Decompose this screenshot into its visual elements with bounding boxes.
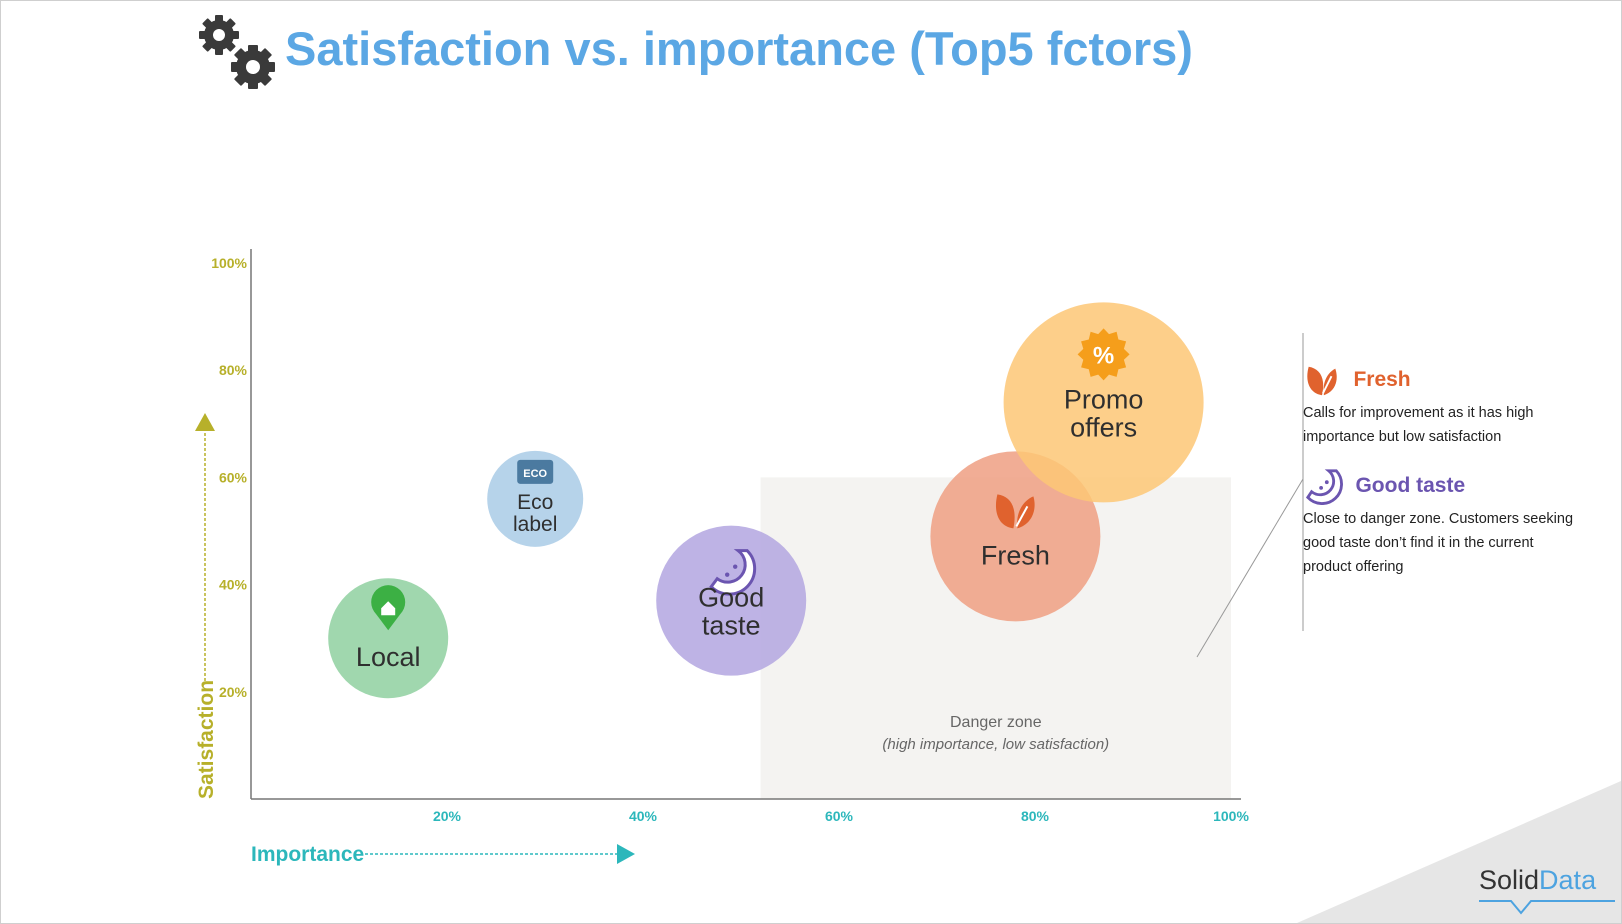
- x-tick-label: 100%: [1213, 808, 1249, 824]
- bubble-label: label: [513, 513, 557, 536]
- note-fresh: Fresh Calls for improvement as it has hi…: [1303, 361, 1573, 449]
- page-title: Satisfaction vs. importance (Top5 fctors…: [285, 22, 1193, 75]
- y-tick-label: 40%: [219, 577, 248, 593]
- x-tick-label: 80%: [1021, 808, 1050, 824]
- x-tick-label: 60%: [825, 808, 854, 824]
- note-good-taste-text: Close to danger zone. Customers seeking …: [1303, 511, 1574, 575]
- fruit-slice-icon: [709, 549, 757, 596]
- bubble-label: Eco: [517, 491, 553, 514]
- bubble-label: Fresh: [981, 540, 1050, 570]
- gears-icon: [199, 15, 275, 89]
- note-fresh-title: Fresh: [1353, 368, 1411, 391]
- fruit-slice-icon: [1305, 469, 1343, 505]
- x-tick-label: 20%: [433, 808, 462, 824]
- note-good-taste-title: Good taste: [1355, 474, 1466, 497]
- bubble-point: [930, 451, 1101, 622]
- y-axis-label: Satisfaction: [195, 680, 218, 799]
- solid-data-logo: SolidData: [1479, 865, 1596, 896]
- bubble-label: Local: [356, 642, 421, 672]
- logo-part2: Data: [1539, 865, 1597, 895]
- svg-text:ECO: ECO: [523, 468, 547, 480]
- leaf-icon: [995, 494, 1035, 529]
- bubble-point: [656, 525, 807, 676]
- svg-text:%: %: [1093, 342, 1114, 369]
- danger-zone-sublabel: (high importance, low satisfaction): [882, 736, 1109, 753]
- y-tick-label: 80%: [219, 362, 248, 378]
- bubble-point: [328, 578, 449, 699]
- bubble-label: offers: [1070, 412, 1137, 442]
- bubble-label: taste: [702, 611, 761, 641]
- bubble-local: Local: [328, 578, 449, 699]
- bubble-label: Promo: [1064, 384, 1144, 414]
- bubble-fresh: Fresh: [930, 451, 1101, 622]
- bubble-label: Good: [698, 583, 764, 613]
- x-axis-arrowhead: [617, 844, 635, 864]
- y-tick-label: 100%: [211, 255, 247, 271]
- x-axis-label: Importance: [251, 843, 364, 866]
- corner-decoration: [1297, 781, 1621, 923]
- bubble-point: [1003, 302, 1204, 503]
- note-fresh-text: Calls for improvement as it has high imp…: [1303, 405, 1534, 445]
- home-pin-icon: [371, 585, 406, 631]
- y-tick-label: 60%: [219, 469, 248, 485]
- callout-line: [1196, 478, 1304, 658]
- x-tick-label: 40%: [629, 808, 658, 824]
- percent-badge-icon: %: [1077, 328, 1130, 381]
- note-good-taste: Good taste Close to danger zone. Custome…: [1303, 467, 1573, 579]
- eco-tag-icon: ECO: [517, 459, 554, 484]
- logo-part1: Solid: [1479, 865, 1540, 895]
- y-tick-label: 20%: [219, 684, 248, 700]
- insights-sidebar: Fresh Calls for improvement as it has hi…: [1303, 361, 1573, 597]
- leaf-icon: [1307, 366, 1337, 396]
- bubble-point: [487, 450, 584, 547]
- danger-zone-label: Danger zone: [950, 714, 1042, 731]
- logo-underline: [1479, 900, 1615, 915]
- y-axis-arrowhead: [195, 413, 215, 431]
